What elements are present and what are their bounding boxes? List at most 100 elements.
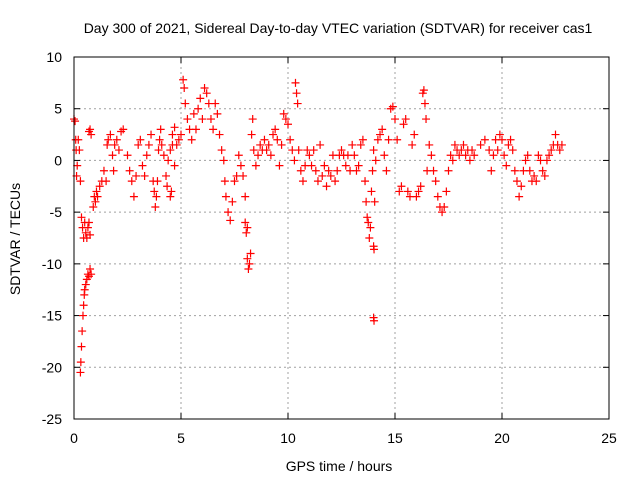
data-point (71, 117, 80, 126)
data-point (318, 171, 327, 180)
data-point (243, 254, 252, 263)
data-point (159, 151, 168, 160)
data-point (163, 182, 172, 191)
data-point (506, 135, 515, 144)
y-tick-label: -20 (42, 359, 62, 375)
data-point (87, 130, 96, 139)
y-tick-labels: -25 -20 -15 -10 -5 0 5 10 (42, 49, 62, 427)
y-tick-label: 10 (46, 49, 62, 65)
data-point (348, 140, 357, 149)
data-point (127, 177, 136, 186)
data-point (275, 161, 284, 170)
data-point (476, 140, 485, 149)
data-point (74, 135, 83, 144)
data-point (521, 156, 530, 165)
data-point (291, 78, 300, 87)
data-point (269, 130, 278, 139)
data-point (326, 171, 335, 180)
data-point (106, 130, 115, 139)
data-point (444, 166, 453, 175)
y-tick-label: 5 (54, 101, 62, 117)
data-point (542, 156, 551, 165)
y-tick-label: 0 (54, 152, 62, 168)
data-point (180, 84, 189, 93)
data-point (92, 187, 101, 196)
data-point (187, 135, 196, 144)
data-point (211, 99, 220, 108)
data-point (81, 228, 90, 237)
data-point (337, 146, 346, 155)
data-point (167, 187, 176, 196)
data-point (427, 151, 436, 160)
data-point (333, 166, 342, 175)
data-point (73, 161, 82, 170)
data-point (170, 123, 179, 132)
data-point (286, 135, 295, 144)
data-point (164, 156, 173, 165)
data-point (517, 182, 526, 191)
data-point (93, 192, 102, 201)
data-point (316, 140, 325, 149)
data-point (384, 135, 393, 144)
data-point (465, 156, 474, 165)
data-point (123, 151, 132, 160)
data-point (397, 182, 406, 191)
data-point (84, 218, 93, 227)
data-point (260, 135, 269, 144)
data-point (273, 135, 282, 144)
x-tick-label: 10 (280, 430, 296, 446)
data-point (371, 156, 380, 165)
data-points (70, 75, 566, 377)
data-point (433, 192, 442, 201)
data-point (224, 208, 233, 217)
data-point (555, 146, 564, 155)
data-point (358, 135, 367, 144)
data-point (442, 187, 451, 196)
data-point (354, 161, 363, 170)
data-point (209, 125, 218, 134)
data-point (247, 130, 256, 139)
data-point (557, 140, 566, 149)
data-point (420, 99, 429, 108)
data-point (79, 301, 88, 310)
data-point (293, 99, 302, 108)
data-point (200, 84, 209, 93)
data-point (364, 218, 373, 227)
data-point (174, 135, 183, 144)
data-point (181, 99, 190, 108)
data-point (77, 342, 86, 351)
data-point (140, 171, 149, 180)
data-point (498, 135, 506, 144)
data-point (86, 125, 95, 134)
data-point (294, 146, 303, 155)
data-point (147, 130, 156, 139)
data-point (183, 115, 192, 124)
data-point (134, 140, 143, 149)
data-point (206, 115, 215, 124)
data-point (422, 115, 431, 124)
data-point (157, 140, 166, 149)
data-point (236, 161, 245, 170)
data-point (493, 146, 502, 155)
data-point (245, 259, 254, 268)
data-point (80, 285, 89, 294)
data-point (296, 166, 305, 175)
data-point (254, 151, 263, 160)
data-point (228, 197, 237, 206)
data-point (125, 166, 134, 175)
data-point (166, 146, 175, 155)
data-point (365, 234, 374, 242)
data-point (215, 130, 224, 139)
data-point (251, 161, 260, 170)
data-point (370, 197, 379, 206)
data-point (361, 177, 370, 186)
data-point (547, 146, 556, 155)
data-point (220, 177, 229, 186)
data-point (309, 146, 318, 155)
data-point (86, 265, 95, 274)
data-point (370, 245, 379, 254)
data-point (378, 125, 387, 134)
data-point (114, 146, 123, 155)
data-point (362, 197, 371, 206)
